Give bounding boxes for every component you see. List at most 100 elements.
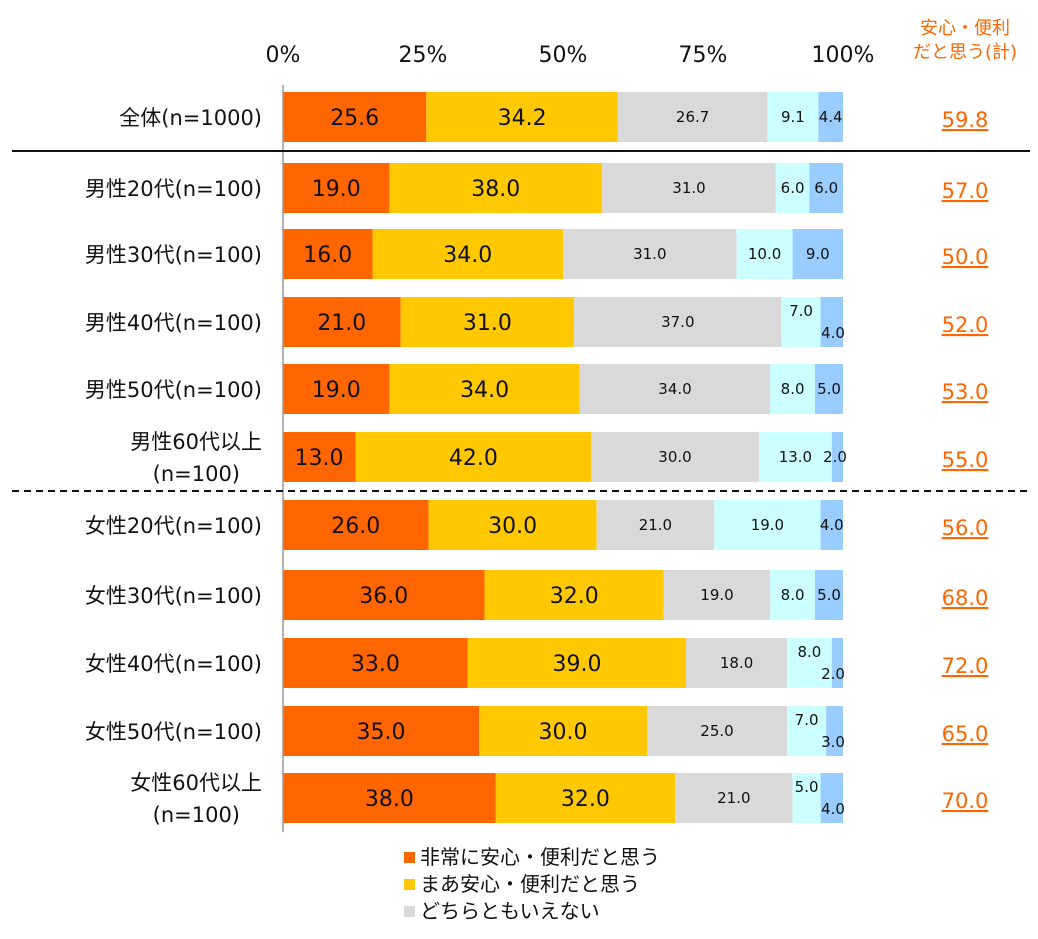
bar-segment [283, 500, 429, 550]
data-label: 8.0 [797, 643, 821, 661]
data-label: 30.0 [539, 720, 588, 745]
data-label: 34.0 [658, 380, 691, 398]
bar-segment [372, 229, 563, 279]
bar-segment [484, 570, 664, 620]
bar-segment [787, 638, 832, 688]
data-label: 42.0 [449, 446, 498, 471]
data-label: 26.7 [676, 108, 709, 126]
data-label: 8.0 [781, 380, 805, 398]
data-label: 32.0 [561, 787, 610, 812]
data-label: 21.0 [639, 516, 672, 534]
bar-segment [826, 706, 843, 756]
bar-segment [767, 92, 819, 142]
x-tick-label: 100% [812, 43, 875, 68]
bar-segment [283, 432, 356, 482]
data-label: 35.0 [357, 720, 406, 745]
legend-swatch [404, 906, 415, 917]
data-label: 3.0 [821, 733, 845, 751]
data-label: 30.0 [658, 448, 691, 466]
data-label: 34.2 [498, 106, 547, 131]
bar-segment [400, 297, 575, 347]
data-label: 2.0 [823, 448, 847, 466]
bar-segment [663, 570, 771, 620]
data-label: 21.0 [717, 789, 750, 807]
bar-segment [686, 638, 787, 688]
data-label: 18.0 [720, 654, 753, 672]
category-label: 男性20代(n=100) [85, 177, 262, 201]
bar-segment [770, 364, 815, 414]
category-label: 男性30代(n=100) [85, 243, 262, 267]
data-label: 31.0 [672, 179, 705, 197]
bar-segment [714, 500, 821, 550]
category-label: (n=100) [153, 803, 240, 827]
data-label: 6.0 [814, 179, 838, 197]
total-value: 53.0 [942, 380, 989, 404]
bar-segment [809, 163, 843, 213]
data-label: 4.4 [819, 108, 843, 126]
category-label: (n=100) [153, 462, 240, 486]
bar-segment [815, 364, 843, 414]
data-label: 13.0 [779, 448, 812, 466]
total-value: 65.0 [942, 722, 989, 746]
bar-segment [467, 638, 687, 688]
bar-segment [617, 92, 768, 142]
data-label: 37.0 [661, 313, 694, 331]
bar-segment [792, 773, 821, 823]
data-label: 5.0 [795, 778, 819, 796]
bar-segment [831, 432, 843, 482]
data-label: 13.0 [295, 446, 344, 471]
data-label: 19.0 [312, 378, 361, 403]
bar-segment [781, 297, 821, 347]
legend-label: どちらともいえない [420, 899, 600, 923]
legend-swatch [404, 879, 415, 890]
data-label: 34.0 [460, 378, 509, 403]
data-label: 39.0 [553, 652, 602, 677]
bar-segment [759, 432, 832, 482]
bar-segment [426, 92, 618, 142]
data-label: 30.0 [488, 514, 537, 539]
x-tick-label: 0% [266, 43, 301, 68]
bar-segment [820, 297, 843, 347]
data-label: 9.1 [781, 108, 805, 126]
data-label: 19.0 [700, 586, 733, 604]
data-label: 19.0 [751, 516, 784, 534]
data-label: 4.0 [821, 800, 845, 818]
data-label: 31.0 [463, 311, 512, 336]
legend-swatch [404, 852, 415, 863]
total-value: 72.0 [942, 654, 989, 678]
bar-segment [283, 706, 479, 756]
data-label: 9.0 [806, 245, 830, 263]
bar-segment [283, 297, 401, 347]
bar-segment [389, 163, 603, 213]
data-label: 16.0 [303, 243, 352, 268]
x-tick-label: 25% [399, 43, 448, 68]
bar-segment [579, 364, 771, 414]
bar-segment [283, 638, 468, 688]
total-value: 55.0 [942, 448, 989, 472]
data-label: 21.0 [317, 311, 366, 336]
category-label: 女性30代(n=100) [85, 584, 262, 608]
bar-segment [602, 163, 776, 213]
bar-segment [283, 364, 390, 414]
bar-segment [820, 773, 843, 823]
legend-label: 非常に安心・便利だと思う [420, 845, 660, 869]
bar-segment [820, 500, 843, 550]
total-value: 59.8 [942, 108, 989, 132]
bar-segment [818, 92, 843, 142]
bar-segment [775, 163, 810, 213]
data-label: 6.0 [781, 179, 805, 197]
bar-segment [770, 570, 815, 620]
bar-segment [596, 500, 715, 550]
data-label: 33.0 [351, 652, 400, 677]
total-value: 70.0 [942, 789, 989, 813]
category-label: 男性60代以上 [130, 430, 262, 454]
bar-segment [283, 229, 373, 279]
bar-segment [647, 706, 787, 756]
bar-segment [479, 706, 647, 756]
bar-segment [389, 364, 580, 414]
total-value: 52.0 [942, 313, 989, 337]
total-value: 68.0 [942, 586, 989, 610]
total-value: 56.0 [942, 516, 989, 540]
totals-header: 安心・便利 [920, 18, 1010, 39]
data-label: 7.0 [789, 302, 813, 320]
